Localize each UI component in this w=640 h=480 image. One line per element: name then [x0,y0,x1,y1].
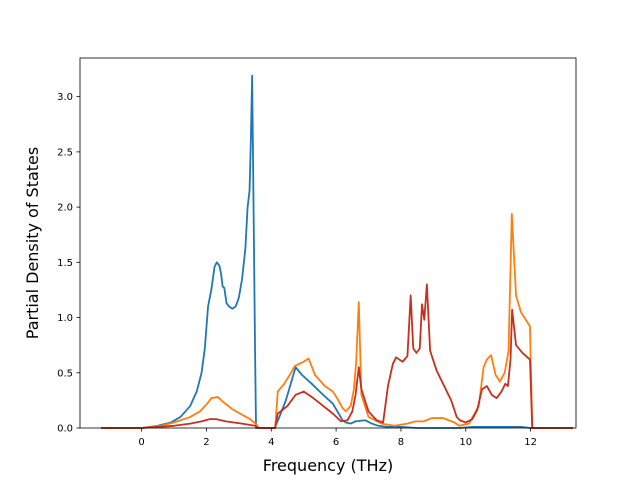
plot-area-frame [79,57,577,429]
y-tick-label: 0.0 [57,424,73,435]
y-axis-ticks: 0.0 0.5 1.0 1.5 2.0 2.5 3.0 [57,92,80,435]
x-tick-label: 8 [398,437,404,448]
x-tick-label: 0 [138,437,144,448]
x-tick-label: 4 [268,437,274,448]
y-axis-label: Partial Density of States [23,147,42,339]
series-1-line [101,74,573,429]
y-tick-label: 2.5 [57,147,73,158]
y-tick-label: 3.0 [57,92,73,103]
x-tick-label: 10 [459,437,472,448]
x-tick-label: 2 [203,437,209,448]
x-axis-label: Frequency (THz) [263,456,393,475]
y-tick-label: 1.0 [57,313,73,324]
x-tick-label: 12 [524,437,537,448]
x-axis-ticks: 0 2 4 6 8 10 12 [138,428,537,448]
y-tick-label: 0.5 [57,368,73,379]
x-tick-label: 6 [333,437,339,448]
y-tick-label: 2.0 [57,203,73,214]
series-2-line [101,212,573,429]
y-tick-label: 1.5 [57,258,73,269]
